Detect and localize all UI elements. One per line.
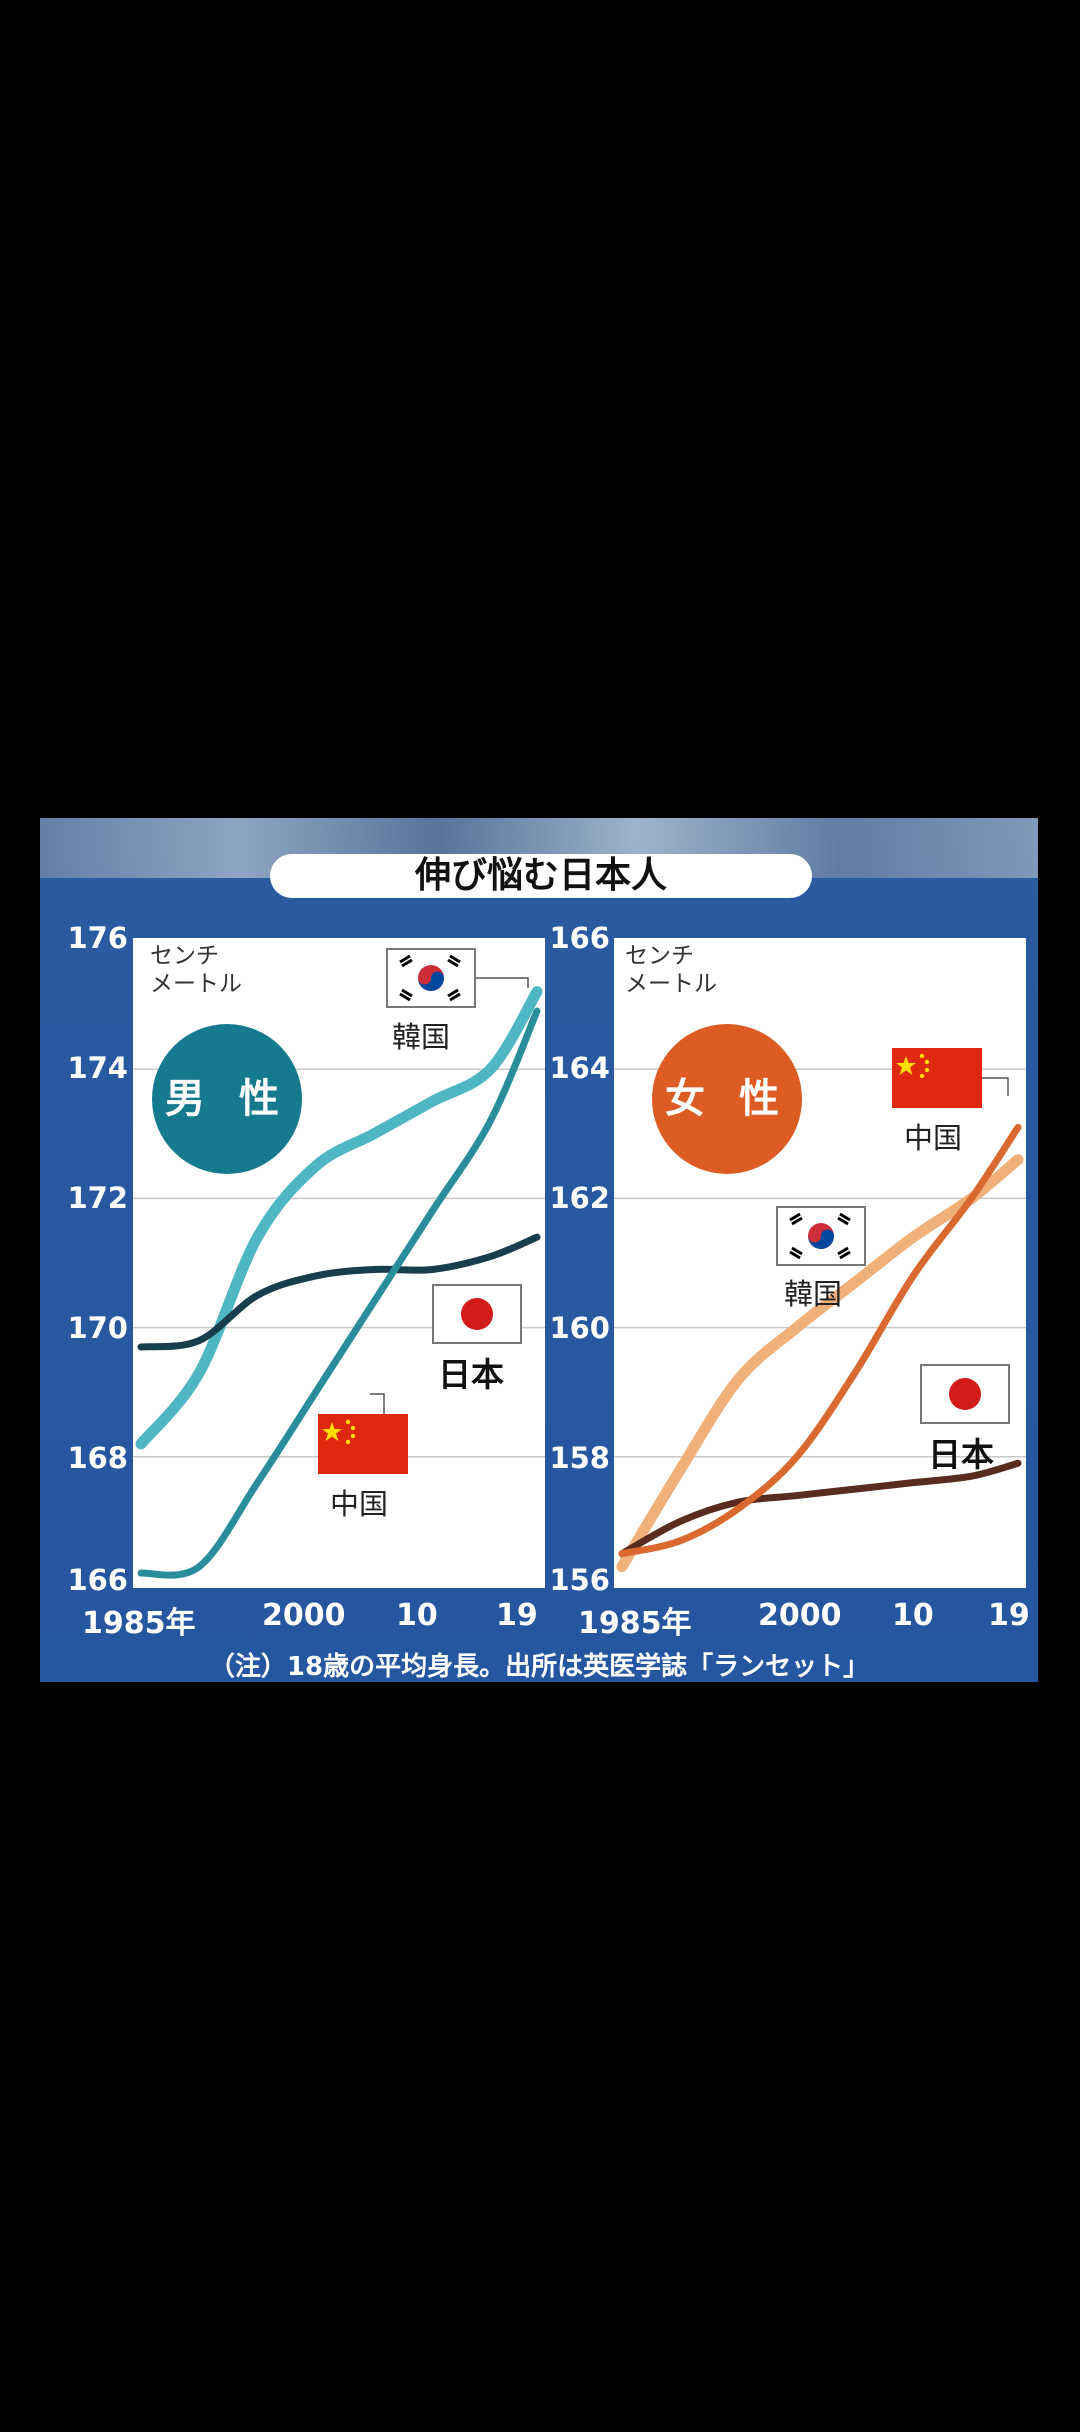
female-xtick: 10 [892, 1598, 934, 1633]
male-china-label: 中国 [330, 1487, 389, 1521]
korea-flag-icon [776, 1206, 866, 1266]
male-china-line [137, 1007, 541, 1579]
female-china-label: 中国 [904, 1121, 963, 1155]
female-japan-label: 日本 [928, 1435, 994, 1474]
female-korea-label: 韓国 [784, 1277, 843, 1311]
female-china-line [618, 1123, 1022, 1558]
male-xtick: 2000 [262, 1598, 346, 1633]
male-japan-line [137, 1233, 541, 1351]
male-ytick: 168 [67, 1441, 128, 1475]
leader-line [370, 1393, 385, 1414]
female-ytick: 156 [549, 1563, 610, 1597]
china-flag-icon [892, 1048, 982, 1108]
male-korea-line [135, 986, 543, 1450]
female-ytick: 160 [549, 1311, 610, 1345]
korea-flag-icon [386, 948, 476, 1008]
infographic: 伸び悩む日本人 176 174 172 170 168 166 166 164 … [40, 818, 1038, 1682]
page-title: 伸び悩む日本人 [270, 854, 812, 898]
male-ytick: 176 [67, 921, 128, 955]
female-korea-line [616, 1154, 1024, 1573]
female-xtick: 2000 [758, 1598, 842, 1633]
male-ytick: 170 [67, 1311, 128, 1345]
female-ytick: 164 [549, 1051, 610, 1085]
female-ytick: 166 [549, 921, 610, 955]
china-flag-icon [318, 1414, 408, 1474]
leader-line [476, 977, 529, 988]
female-xtick: 1985年 [578, 1606, 692, 1641]
male-ytick: 166 [67, 1563, 128, 1597]
female-unit-label: センチ メートル [625, 943, 717, 997]
female-ytick: 158 [549, 1441, 610, 1475]
male-ytick: 174 [67, 1051, 128, 1085]
male-korea-label: 韓国 [392, 1020, 451, 1054]
male-xtick: 19 [496, 1598, 538, 1633]
male-xtick: 1985年 [82, 1606, 196, 1641]
male-japan-label: 日本 [438, 1355, 504, 1394]
male-unit-label: センチ メートル [150, 943, 242, 997]
male-badge: 男 性 [152, 1024, 302, 1174]
footnote: （注）18歳の平均身長。出所は英医学誌「ランセット」 [208, 1652, 870, 1682]
japan-flag-icon [920, 1364, 1010, 1424]
japan-flag-icon [432, 1284, 522, 1344]
female-badge: 女 性 [652, 1024, 802, 1174]
male-ytick: 172 [67, 1181, 128, 1215]
chart-lines-layer [133, 977, 1026, 1579]
leader-line [982, 1077, 1009, 1096]
female-japan-line [618, 1459, 1022, 1558]
female-ytick: 162 [549, 1181, 610, 1215]
male-xtick: 10 [396, 1598, 438, 1633]
female-xtick: 19 [988, 1598, 1030, 1633]
